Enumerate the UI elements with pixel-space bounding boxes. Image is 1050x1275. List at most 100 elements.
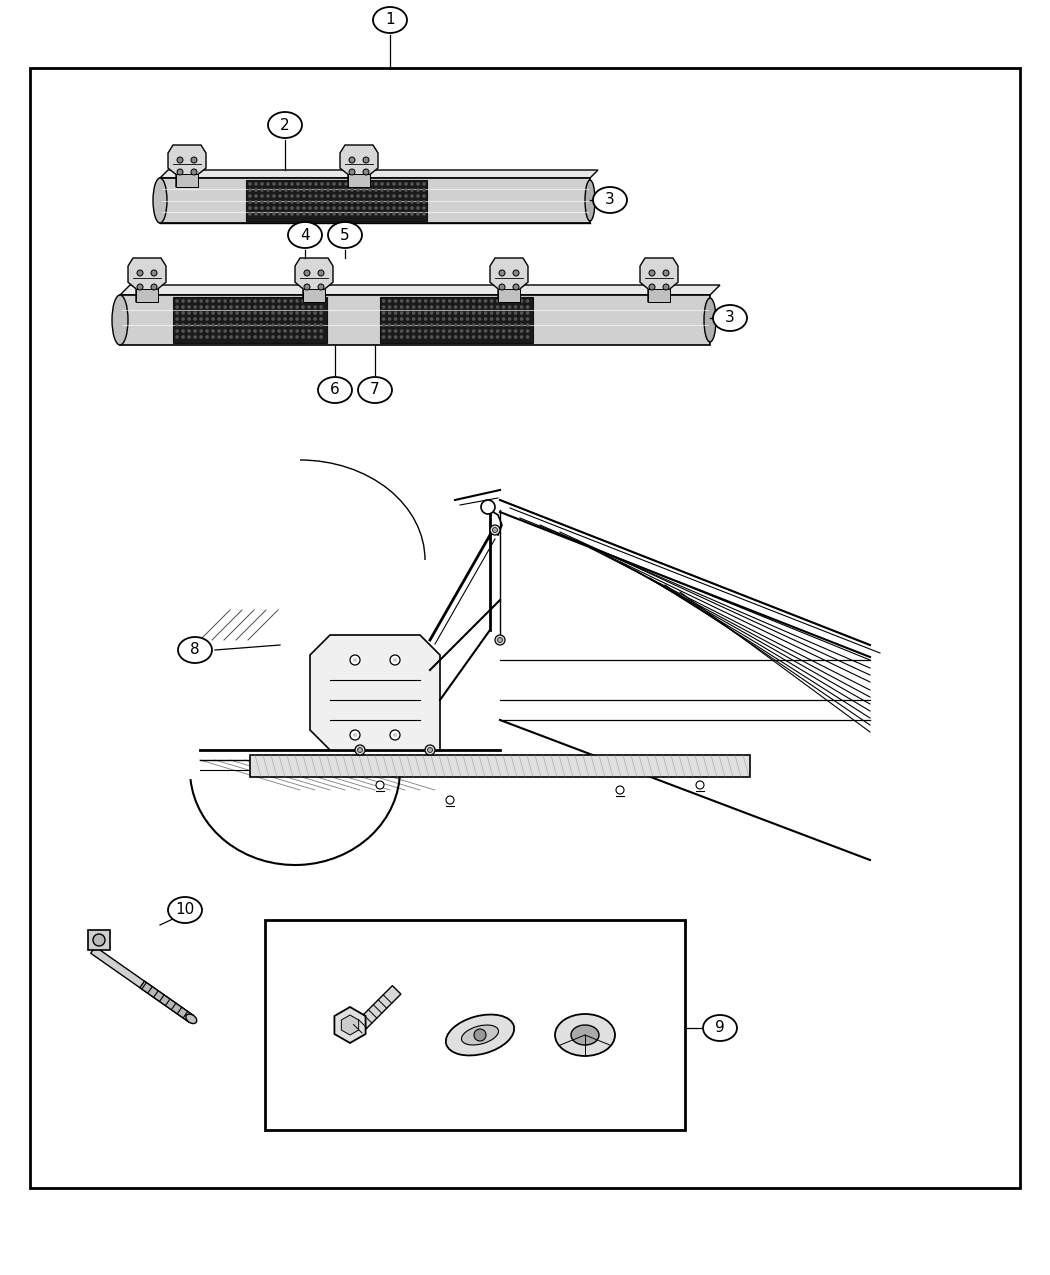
Circle shape xyxy=(356,212,360,215)
Circle shape xyxy=(442,317,445,321)
Circle shape xyxy=(363,157,369,163)
Text: 7: 7 xyxy=(371,382,380,398)
Ellipse shape xyxy=(462,1025,499,1046)
Circle shape xyxy=(327,200,330,204)
Circle shape xyxy=(193,323,197,326)
Circle shape xyxy=(478,323,481,326)
Circle shape xyxy=(393,189,396,191)
Circle shape xyxy=(295,300,299,302)
Circle shape xyxy=(526,305,529,309)
Circle shape xyxy=(394,317,397,321)
Circle shape xyxy=(248,311,251,315)
Circle shape xyxy=(442,305,445,309)
Circle shape xyxy=(447,305,452,309)
Circle shape xyxy=(320,194,323,198)
Ellipse shape xyxy=(186,1014,196,1024)
Circle shape xyxy=(387,329,392,333)
Ellipse shape xyxy=(585,180,595,221)
Circle shape xyxy=(301,329,304,333)
Text: 6: 6 xyxy=(330,382,340,398)
Circle shape xyxy=(460,311,463,315)
Circle shape xyxy=(405,335,410,339)
Circle shape xyxy=(357,747,362,752)
Circle shape xyxy=(398,182,402,186)
FancyBboxPatch shape xyxy=(250,755,750,776)
Circle shape xyxy=(478,300,481,302)
Circle shape xyxy=(404,182,407,186)
Circle shape xyxy=(478,305,481,309)
Circle shape xyxy=(301,317,304,321)
Circle shape xyxy=(229,305,233,309)
Circle shape xyxy=(424,335,427,339)
Circle shape xyxy=(284,317,287,321)
Circle shape xyxy=(320,189,323,191)
Circle shape xyxy=(259,317,262,321)
Circle shape xyxy=(484,317,487,321)
Circle shape xyxy=(380,207,384,210)
Circle shape xyxy=(272,212,276,215)
Circle shape xyxy=(447,335,452,339)
Text: 10: 10 xyxy=(175,903,194,918)
Polygon shape xyxy=(354,986,401,1033)
Circle shape xyxy=(217,311,220,315)
Circle shape xyxy=(151,284,158,289)
Circle shape xyxy=(290,335,293,339)
Circle shape xyxy=(314,207,318,210)
Circle shape xyxy=(508,323,511,326)
Ellipse shape xyxy=(593,187,627,213)
Circle shape xyxy=(478,317,481,321)
Circle shape xyxy=(454,300,458,302)
Circle shape xyxy=(285,207,288,210)
Circle shape xyxy=(271,311,275,315)
Circle shape xyxy=(508,300,511,302)
Text: 9: 9 xyxy=(715,1020,724,1035)
Circle shape xyxy=(278,212,281,215)
Circle shape xyxy=(338,212,342,215)
Circle shape xyxy=(193,305,197,309)
Circle shape xyxy=(187,335,191,339)
Text: 2: 2 xyxy=(280,117,290,133)
Circle shape xyxy=(308,335,311,339)
Circle shape xyxy=(295,311,299,315)
Circle shape xyxy=(313,300,317,302)
Circle shape xyxy=(436,329,439,333)
Circle shape xyxy=(248,182,252,186)
Circle shape xyxy=(309,200,312,204)
Circle shape xyxy=(489,305,493,309)
Circle shape xyxy=(422,207,426,210)
Circle shape xyxy=(412,335,416,339)
Circle shape xyxy=(211,323,215,326)
Circle shape xyxy=(309,212,312,215)
Circle shape xyxy=(471,323,476,326)
Circle shape xyxy=(393,182,396,186)
Circle shape xyxy=(254,212,258,215)
Circle shape xyxy=(278,207,281,210)
Circle shape xyxy=(405,311,410,315)
Circle shape xyxy=(422,194,426,198)
Circle shape xyxy=(356,194,360,198)
Circle shape xyxy=(376,782,384,789)
Circle shape xyxy=(424,323,427,326)
Circle shape xyxy=(429,305,434,309)
Circle shape xyxy=(362,194,365,198)
Circle shape xyxy=(308,305,311,309)
Circle shape xyxy=(319,317,323,321)
Circle shape xyxy=(332,200,336,204)
Circle shape xyxy=(411,194,414,198)
Circle shape xyxy=(416,200,420,204)
Circle shape xyxy=(271,323,275,326)
Circle shape xyxy=(502,311,505,315)
Polygon shape xyxy=(136,289,158,302)
Circle shape xyxy=(363,170,369,175)
Circle shape xyxy=(405,329,410,333)
Circle shape xyxy=(314,212,318,215)
Circle shape xyxy=(332,182,336,186)
Circle shape xyxy=(182,305,185,309)
Circle shape xyxy=(187,300,191,302)
Circle shape xyxy=(304,270,310,275)
Circle shape xyxy=(387,335,392,339)
Circle shape xyxy=(442,335,445,339)
Circle shape xyxy=(229,335,233,339)
Circle shape xyxy=(513,300,518,302)
Circle shape xyxy=(182,335,185,339)
